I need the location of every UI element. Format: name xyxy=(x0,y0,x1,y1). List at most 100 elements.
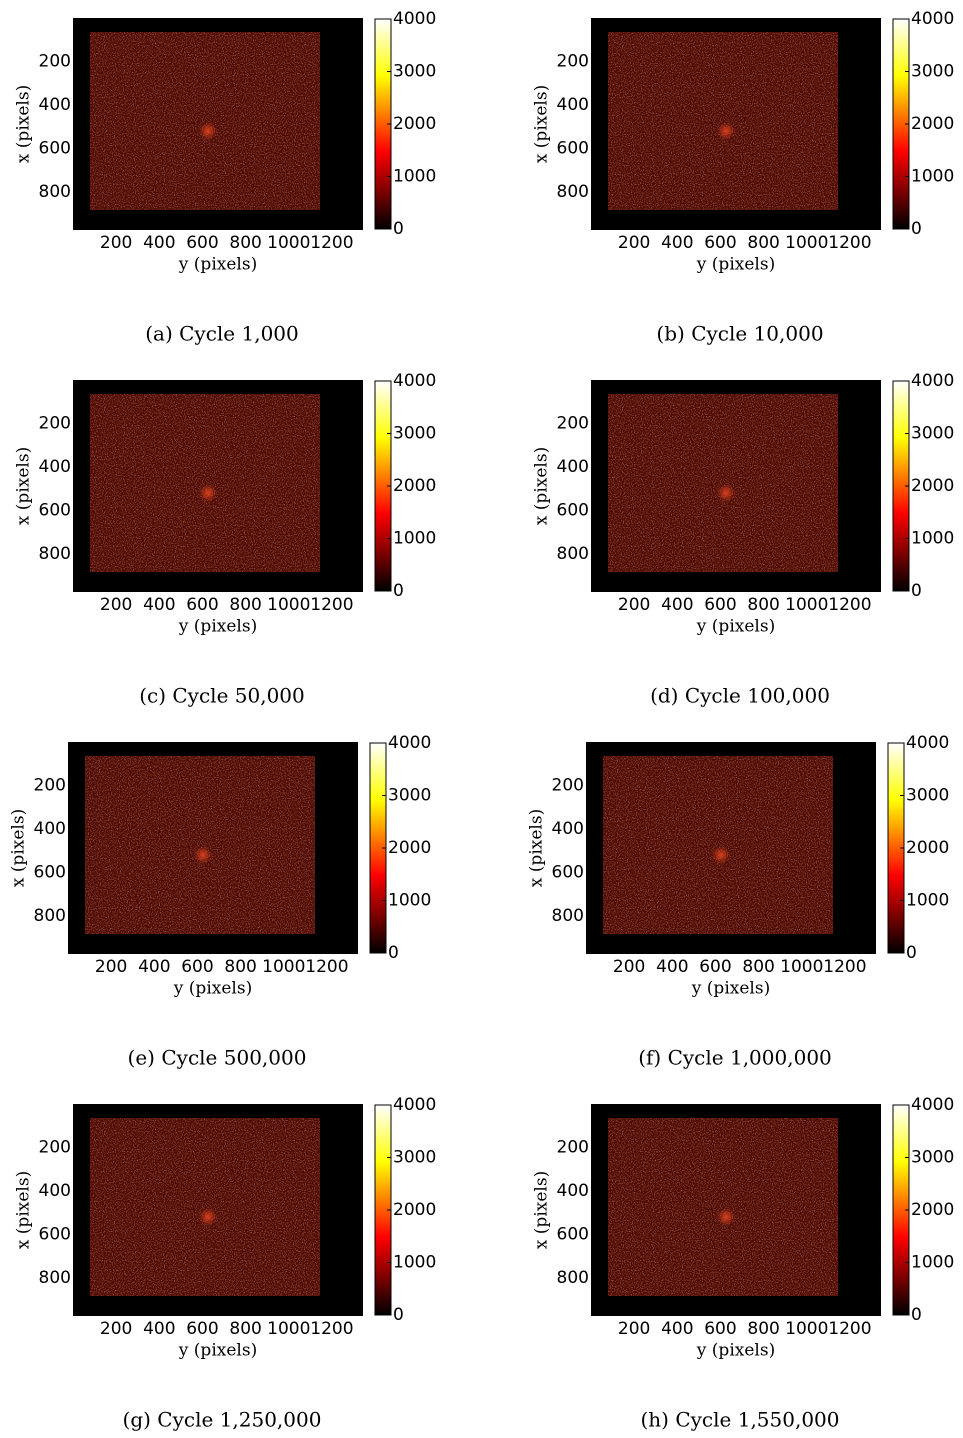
colorbar-tick-label: 0 xyxy=(393,1305,404,1325)
caption: (c) Cycle 50,000 xyxy=(139,684,305,708)
colorbar-tick-label: 0 xyxy=(906,943,917,963)
x-tick-label: 1000 xyxy=(785,233,828,253)
image-feature xyxy=(712,846,730,864)
x-tick-label: 1200 xyxy=(310,1319,353,1339)
x-axis-label: y (pixels) xyxy=(178,617,257,637)
y-axis-label: x (pixels) xyxy=(532,1171,552,1249)
x-tick-label: 1000 xyxy=(267,595,310,615)
image-speckle xyxy=(90,1118,320,1296)
y-tick-label: 200 xyxy=(39,1138,71,1158)
y-tick-label: 800 xyxy=(39,544,71,564)
y-tick-label: 200 xyxy=(557,414,589,434)
x-tick-label: 200 xyxy=(95,957,127,977)
y-tick-label: 400 xyxy=(39,457,71,477)
colorbar-tick-label: 2000 xyxy=(911,476,954,496)
colorbar-tick-label: 0 xyxy=(911,219,922,239)
image-speckle xyxy=(90,394,320,572)
colorbar-tick-label: 0 xyxy=(393,219,404,239)
colorbar-tick-label: 1000 xyxy=(388,891,431,911)
x-tick-label: 1200 xyxy=(310,233,353,253)
x-tick-label: 800 xyxy=(224,957,256,977)
x-tick-label: 200 xyxy=(100,1319,132,1339)
x-tick-label: 600 xyxy=(699,957,731,977)
y-tick-label: 600 xyxy=(552,863,584,883)
x-tick-label: 600 xyxy=(186,1319,218,1339)
y-tick-label: 800 xyxy=(557,544,589,564)
y-axis-label: x (pixels) xyxy=(14,447,34,525)
colorbar-tick-label: 2000 xyxy=(393,476,436,496)
colorbar-tick-label: 3000 xyxy=(911,1148,954,1168)
y-tick-label: 400 xyxy=(557,95,589,115)
x-tick-label: 600 xyxy=(186,233,218,253)
y-tick-label: 800 xyxy=(39,1268,71,1288)
y-tick-label: 400 xyxy=(34,819,66,839)
y-tick-label: 800 xyxy=(34,906,66,926)
colorbar-tick-label: 2000 xyxy=(388,838,431,858)
colorbar-tick-label: 2000 xyxy=(393,114,436,134)
x-axis-label: y (pixels) xyxy=(691,979,770,999)
colorbar-tick-label: 4000 xyxy=(393,9,436,29)
x-tick-label: 1000 xyxy=(267,1319,310,1339)
y-tick-label: 800 xyxy=(557,182,589,202)
y-tick-label: 600 xyxy=(39,1225,71,1245)
colorbar-tick-label: 3000 xyxy=(911,62,954,82)
y-tick-label: 400 xyxy=(39,1181,71,1201)
caption: (d) Cycle 100,000 xyxy=(650,684,830,708)
y-tick-label: 800 xyxy=(557,1268,589,1288)
y-axis-label: x (pixels) xyxy=(14,85,34,163)
colorbar-tick-label: 3000 xyxy=(388,786,431,806)
x-tick-label: 600 xyxy=(704,595,736,615)
x-tick-label: 800 xyxy=(229,233,261,253)
caption: (a) Cycle 1,000 xyxy=(145,322,299,346)
y-tick-label: 200 xyxy=(557,1138,589,1158)
colorbar-tick-label: 4000 xyxy=(911,9,954,29)
image-feature xyxy=(199,1208,217,1226)
colorbar-tick-label: 4000 xyxy=(393,1095,436,1115)
image-speckle xyxy=(608,394,838,572)
image-feature xyxy=(199,122,217,140)
x-tick-label: 800 xyxy=(747,1319,779,1339)
x-tick-label: 400 xyxy=(656,957,688,977)
x-tick-label: 1000 xyxy=(785,1319,828,1339)
colorbar-tick-label: 0 xyxy=(388,943,399,963)
colorbar-tick-label: 2000 xyxy=(911,1200,954,1220)
x-tick-label: 800 xyxy=(229,1319,261,1339)
y-axis-label: x (pixels) xyxy=(532,447,552,525)
x-tick-label: 800 xyxy=(742,957,774,977)
colorbar-tick-label: 3000 xyxy=(393,62,436,82)
caption: (g) Cycle 1,250,000 xyxy=(123,1408,322,1432)
x-axis-label: y (pixels) xyxy=(173,979,252,999)
x-tick-label: 400 xyxy=(143,1319,175,1339)
y-tick-label: 200 xyxy=(39,414,71,434)
y-tick-label: 200 xyxy=(552,776,584,796)
x-axis-label: y (pixels) xyxy=(178,1341,257,1361)
colorbar-tick-label: 4000 xyxy=(911,371,954,391)
x-tick-label: 800 xyxy=(229,595,261,615)
colorbar-tick-label: 3000 xyxy=(906,786,949,806)
image-speckle xyxy=(608,1118,838,1296)
x-tick-label: 200 xyxy=(618,1319,650,1339)
x-tick-label: 1200 xyxy=(305,957,348,977)
colorbar-tick-label: 0 xyxy=(911,1305,922,1325)
y-tick-label: 200 xyxy=(39,52,71,72)
x-tick-label: 600 xyxy=(186,595,218,615)
y-axis-label: x (pixels) xyxy=(532,85,552,163)
x-tick-label: 400 xyxy=(661,1319,693,1339)
x-tick-label: 600 xyxy=(704,233,736,253)
caption: (h) Cycle 1,550,000 xyxy=(640,1408,839,1432)
caption: (e) Cycle 500,000 xyxy=(128,1046,307,1070)
x-tick-label: 400 xyxy=(143,595,175,615)
colorbar-tick-label: 3000 xyxy=(911,424,954,444)
colorbar-tick-label: 3000 xyxy=(393,424,436,444)
caption: (b) Cycle 10,000 xyxy=(656,322,823,346)
y-tick-label: 200 xyxy=(557,52,589,72)
x-tick-label: 1200 xyxy=(828,595,871,615)
x-tick-label: 1200 xyxy=(310,595,353,615)
